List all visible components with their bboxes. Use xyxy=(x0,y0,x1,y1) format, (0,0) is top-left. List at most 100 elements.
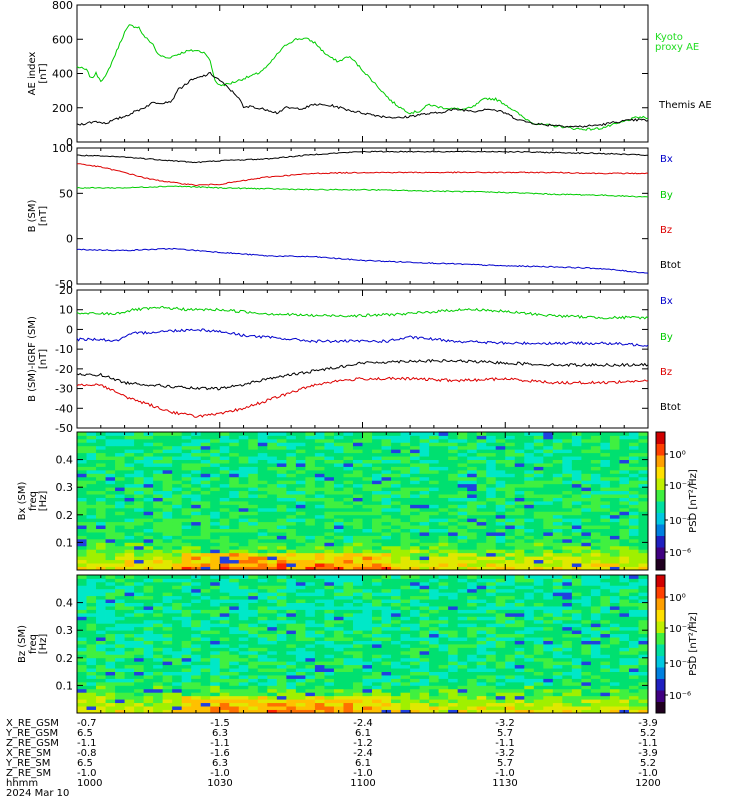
spectrogram-cell xyxy=(143,532,154,536)
spectrogram-cell xyxy=(267,532,278,536)
spectrogram-cell xyxy=(467,695,478,700)
spectrogram-cell xyxy=(438,650,449,655)
spectrogram-cell xyxy=(600,452,611,457)
spectrogram-cell xyxy=(448,616,459,621)
spectrogram-cell xyxy=(333,528,344,533)
spectrogram-cell xyxy=(352,668,363,672)
spectrogram-cell xyxy=(153,497,164,502)
spectrogram-cell xyxy=(562,685,573,690)
spectrogram-cell xyxy=(267,469,278,474)
spectrogram-cell xyxy=(476,619,487,624)
spectrogram-cell xyxy=(495,668,506,672)
spectrogram-cell xyxy=(438,681,449,686)
spectrogram-cell xyxy=(333,442,344,447)
spectrogram-cell xyxy=(115,644,125,648)
spectrogram-cell xyxy=(638,432,649,436)
spectrogram-cell xyxy=(628,556,639,561)
spectrogram-cell xyxy=(486,664,497,669)
spectrogram-cell xyxy=(362,525,373,529)
spectrogram-cell xyxy=(77,695,87,700)
spectrogram-cell xyxy=(581,692,592,697)
spectrogram-cell xyxy=(467,559,478,564)
spectrogram-cell xyxy=(448,588,459,593)
spectrogram-cell xyxy=(210,452,221,457)
spectrogram-cell xyxy=(448,494,459,498)
spectrogram-cell xyxy=(429,623,440,628)
spectrogram-cell xyxy=(524,626,535,631)
spectrogram-cell xyxy=(533,556,544,561)
spectrogram-cell xyxy=(105,438,116,443)
spectrogram-cell xyxy=(257,469,268,474)
spectrogram-cell xyxy=(77,606,87,610)
spectrogram-cell xyxy=(229,681,240,686)
spectrogram-cell xyxy=(248,466,259,471)
spectrogram-cell xyxy=(286,490,297,495)
spectrogram-cell xyxy=(191,556,202,561)
spectrogram-cell xyxy=(419,657,430,662)
spectrogram-cell xyxy=(505,445,516,450)
spectrogram-cell xyxy=(200,514,211,519)
spectrogram-cell xyxy=(257,702,268,707)
spectrogram-cell xyxy=(552,606,563,610)
spectrogram-cell xyxy=(276,535,287,540)
spectrogram-cell xyxy=(305,619,316,624)
spectrogram-cell xyxy=(571,501,582,505)
y-tick-label: 600 xyxy=(52,33,73,46)
spectrogram-cell xyxy=(552,535,563,540)
y-axis-unit: [nT] xyxy=(38,63,49,83)
spectrogram-cell xyxy=(162,432,173,436)
spectrogram-cell xyxy=(96,671,106,676)
spectrogram-cell xyxy=(276,592,287,597)
spectrogram-cell xyxy=(153,456,164,460)
spectrogram-cell xyxy=(134,688,145,693)
spectrogram-cell xyxy=(400,480,411,485)
spectrogram-cell xyxy=(571,650,582,655)
spectrogram-cell xyxy=(115,709,125,714)
spectrogram-cell xyxy=(248,575,259,579)
spectrogram-cell xyxy=(628,518,639,523)
spectrogram-cell xyxy=(533,442,544,447)
spectrogram-cell xyxy=(200,542,211,547)
spectrogram-cell xyxy=(305,612,316,617)
spectrogram-cell xyxy=(571,692,582,697)
spectrogram-cell xyxy=(476,521,487,526)
spectrogram-cell xyxy=(172,592,183,597)
spectrogram-cell xyxy=(590,702,601,707)
spectrogram-cell xyxy=(400,637,411,641)
spectrogram-cell xyxy=(457,542,468,547)
spectrogram-cell xyxy=(372,473,382,478)
spectrogram-cell xyxy=(314,657,325,662)
spectrogram-cell xyxy=(305,581,316,586)
spectrogram-cell xyxy=(115,671,125,676)
spectrogram-cell xyxy=(571,490,582,495)
spectrogram-cell xyxy=(581,456,592,460)
spectrogram-cell xyxy=(352,699,363,704)
spectrogram-cell xyxy=(86,452,97,457)
spectrogram-cell xyxy=(200,709,211,714)
spectrogram-cell xyxy=(115,630,125,635)
spectrogram-cell xyxy=(86,588,97,593)
spectrogram-cell xyxy=(286,504,297,509)
spectrogram-cell xyxy=(400,432,411,436)
spectrogram-cell xyxy=(153,559,164,564)
spectrogram-cell xyxy=(238,633,249,638)
spectrogram-cell xyxy=(609,521,620,526)
spectrogram-cell xyxy=(524,616,535,621)
spectrogram-cell xyxy=(248,545,259,550)
spectrogram-cell xyxy=(514,619,525,624)
spectrogram-cell xyxy=(333,525,344,529)
spectrogram-cell xyxy=(381,592,392,597)
spectrogram-cell xyxy=(600,514,611,519)
spectrogram-cell xyxy=(181,538,192,543)
spectrogram-cell xyxy=(410,588,420,593)
spectrogram-cell xyxy=(552,661,563,666)
spectrogram-cell xyxy=(96,525,106,529)
spectrogram-cell xyxy=(362,463,373,467)
spectrogram-cell xyxy=(524,504,535,509)
spectrogram-cell xyxy=(134,542,145,547)
spectrogram-cell xyxy=(533,494,544,498)
spectrogram-cell xyxy=(533,644,544,648)
colorbar-segment xyxy=(656,530,665,534)
spectrogram-cell xyxy=(400,657,411,662)
spectrogram-cell xyxy=(324,599,335,603)
